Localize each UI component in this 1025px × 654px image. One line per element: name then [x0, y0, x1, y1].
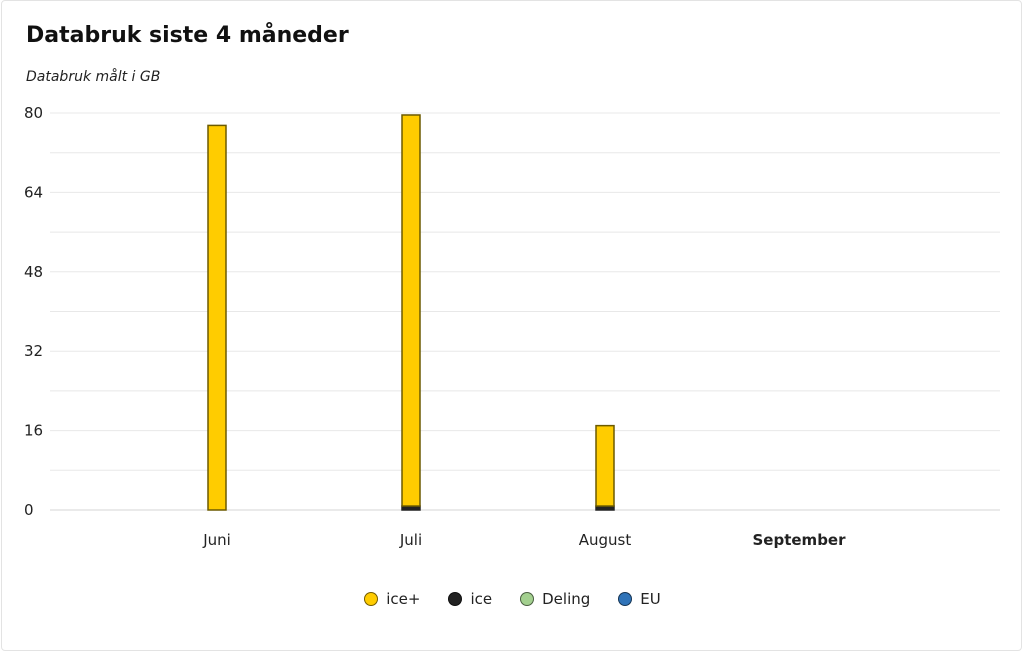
chart-subtitle: Databruk målt i GB: [26, 69, 161, 85]
y-tick-label: 80: [24, 104, 43, 122]
legend-swatch: [364, 592, 379, 606]
y-tick-label: 16: [24, 422, 43, 440]
x-tick-label: Juni: [202, 531, 231, 549]
bar-ice-plus-juli: [401, 114, 421, 507]
chart-legend: ice+ ice Deling EU: [0, 590, 1025, 608]
bar-ice-plus-august: [595, 424, 615, 507]
chart-title: Databruk siste 4 måneder: [26, 23, 349, 48]
legend-item-ice-plus[interactable]: ice+: [364, 590, 420, 608]
bar-chart: 0 16 32 48 64 80 Juni Juli August September: [24, 104, 1000, 549]
legend-swatch: [618, 592, 633, 606]
bar-ice-plus-juni: [207, 124, 227, 511]
legend-swatch: [520, 592, 535, 606]
legend-item-ice[interactable]: ice: [448, 590, 492, 608]
y-tick-label: 0: [24, 501, 34, 519]
x-tick-label: September: [753, 531, 847, 549]
legend-swatch: [448, 592, 463, 606]
y-tick-label: 64: [24, 183, 43, 201]
legend-label: Deling: [542, 590, 591, 608]
legend-item-eu[interactable]: EU: [618, 590, 661, 608]
legend-label: EU: [640, 590, 661, 608]
y-tick-label: 32: [24, 342, 43, 360]
y-tick-label: 48: [24, 263, 43, 281]
legend-label: ice: [470, 590, 493, 608]
legend-item-deling[interactable]: Deling: [520, 590, 590, 608]
x-tick-label: Juli: [399, 531, 422, 549]
x-tick-label: August: [579, 531, 632, 549]
legend-label: ice+: [386, 590, 421, 608]
